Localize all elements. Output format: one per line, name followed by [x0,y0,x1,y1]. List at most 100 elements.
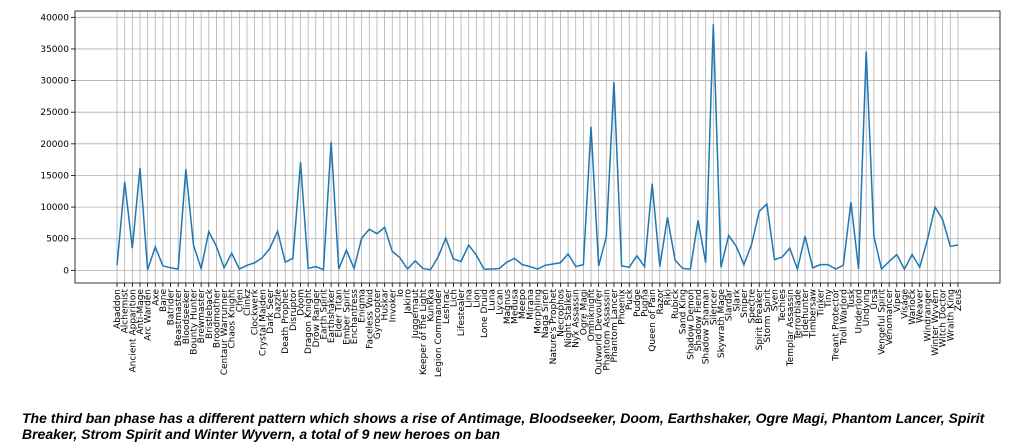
x-tick-label: Bristleback [205,288,215,339]
x-tick-label: Phantom Assassin [602,289,612,371]
x-tick-label: Gyrocopter [373,289,383,340]
x-tick-label: Ember Spirit [342,289,352,345]
x-tick-label: Jakiro [404,289,414,315]
x-tick-label: Riki [663,289,673,305]
x-tick-label: Magnus [503,289,513,324]
x-tick-label: Beastmaster [174,289,184,346]
caption: The third ban phase has a different patt… [22,410,985,442]
x-tick-label: Crystal Maiden [258,289,268,356]
y-tick-label: 0 [63,266,69,276]
y-tick-label: 35000 [40,45,69,55]
x-tick-label: Wraith King [946,289,956,341]
x-tick-label: Necrophos [556,289,566,337]
x-tick-label: Winter Wyvern [931,289,941,356]
x-tick-label: Lycan [495,289,505,315]
x-tick-label: Templar Assassin [786,289,796,367]
x-tick-label: Underlord [855,289,865,334]
x-tick-label: Dragon Knight [304,289,314,354]
x-tick-label: Centaur Warrunner [220,289,230,376]
x-tick-label: Slardar [725,289,735,321]
x-tick-label: Dark Seer [266,289,276,334]
x-tick-label: Invoker [388,289,398,323]
y-tick-label: 40000 [40,13,69,23]
x-tick-label: Brewmaster [197,289,207,344]
x-tick-label: Legion Commander [434,289,444,377]
x-tick-label: Ancient Apparition [128,289,138,372]
y-tick-label: 10000 [40,203,69,213]
x-tick-label: Clockwerk [251,288,261,335]
x-tick-label: Lina [465,289,475,308]
x-tick-label: Drow Ranger [312,289,322,348]
x-tick-label: Outworld Devourer [595,289,605,375]
x-tick-label: Ogre Magi [579,289,589,335]
x-tick-label: Lion [472,289,482,308]
x-tick-label: Keeper of the Light [419,289,429,375]
x-tick-label: Witch Doctor [939,289,949,348]
x-tick-label: Phoenix [618,288,628,324]
x-tick-label: Tinker [816,289,826,318]
x-tick-label: Sven [770,289,780,311]
x-tick-label: Rubick [671,288,681,319]
x-tick-label: Techies [778,289,788,323]
x-tick-label: Venomancer [885,289,895,346]
x-tick-label: Nyx Assassin [572,289,582,348]
x-tick-label: Pugna [641,289,651,317]
line-series [116,24,959,272]
x-tick-label: Batrider [167,289,177,326]
x-tick-label: Tidehunter [801,289,811,339]
x-tick-label: Dazzle [274,289,284,319]
x-tick-label: Tusk [847,288,857,310]
x-tick-label: Queen of Pain [648,289,658,352]
x-tick-label: Skywrath Mage [717,289,727,359]
x-tick-label: Morphling [534,289,544,334]
x-tick-label: Abaddon [113,289,123,329]
x-tick-label: Phantom Lancer [610,289,620,363]
x-tick-label: Luna [488,289,498,311]
x-tick-label: Arc Warden [144,289,154,341]
x-tick-label: Pudge [633,289,643,317]
x-tick-label: Terrorblade [793,289,803,341]
x-tick-label: Night Stalker [564,289,574,348]
x-tick-label: Troll Warlord [839,289,849,346]
x-tick-label: Puck [625,288,635,310]
x-tick-label: Shadow Shaman [702,289,712,364]
y-tick-label: 5000 [46,235,69,245]
x-tick-label: Zeus [954,289,964,311]
x-tick-label: Treant Protector [832,289,842,362]
x-tick-label: Alchemist [121,289,131,334]
x-tick-label: Shadow Demon [686,289,696,360]
x-tick-label: Kunkka [426,289,436,322]
x-tick-label: Earth Spirit [319,289,329,340]
y-tick-label: 30000 [40,77,69,87]
x-tick-label: Leshrac [442,289,452,324]
x-tick-label: Juggernaut [411,289,421,340]
x-tick-label: Tiny [824,288,834,308]
y-tick-label: 15000 [40,171,69,181]
x-tick-label: Vengeful Spirit [878,289,888,355]
x-tick-label: Weaver [916,289,926,323]
x-tick-label: Chen [235,289,245,312]
x-tick-label: Bounty Hunter [189,289,199,355]
x-tick-label: Medusa [511,289,521,324]
x-tick-label: Disruptor [289,289,299,331]
x-tick-label: Mirana [526,289,536,320]
x-tick-label: Shadow Fiend [694,289,704,351]
x-tick-label: Visage [900,289,910,319]
plot-frame [74,10,1001,284]
x-tick-label: Spectre [748,289,758,324]
x-tick-label: Doom [297,289,307,316]
x-tick-label: Undying [862,289,872,326]
x-tick-label: Timbersaw [809,289,819,339]
x-tick-label: Omniknight [587,289,597,342]
x-tick-label: Naga Siren [541,289,551,338]
x-tick-label: Broodmother [212,289,222,348]
x-tick-label: Ursa [870,289,880,310]
x-tick-label: Axe [151,289,161,306]
x-tick-label: Anti-Mage [136,289,146,335]
x-tick-label: Io [396,289,406,298]
x-tick-label: Chaos Knight [228,289,238,349]
x-tick-label: Silencer [709,289,719,325]
x-tick-label: Slark [732,288,742,311]
x-tick-label: Earthshaker [327,289,337,343]
